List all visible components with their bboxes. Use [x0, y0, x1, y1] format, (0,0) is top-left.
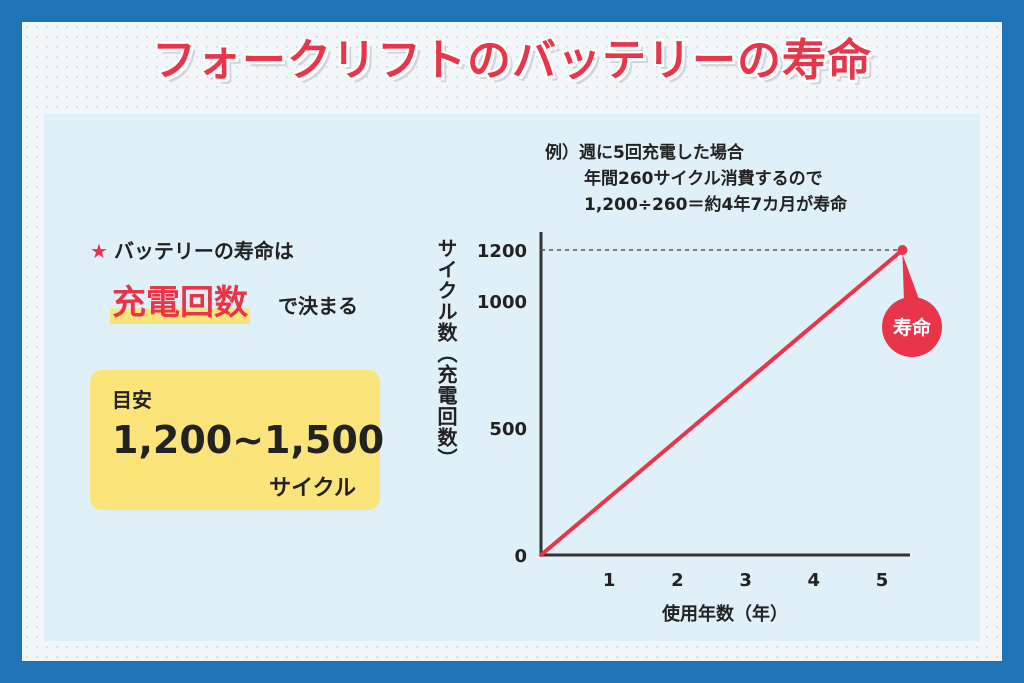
lifespan-badge-label: 寿命: [893, 316, 932, 339]
x-axis-label: 使用年数（年）: [661, 603, 788, 625]
star-icon: ★: [90, 239, 108, 263]
y-tick-label: 0: [514, 546, 527, 567]
lifespan-badge: [882, 297, 942, 357]
x-tick-label: 4: [808, 570, 821, 591]
point-line: ★ バッテリーの寿命は: [90, 235, 294, 264]
keyword-highlight: 充電回数: [110, 275, 250, 324]
series-end-point: [897, 245, 908, 255]
example-note-line3: 1,200÷260＝約4年7カ月が寿命: [584, 195, 848, 215]
guide-range: 1,200~1,500: [112, 418, 385, 462]
x-tick-label: 3: [739, 570, 752, 591]
x-tick-label: 1: [603, 570, 616, 591]
x-tick-label: 2: [671, 570, 684, 591]
y-tick-label: 1200: [477, 241, 527, 262]
guide-unit: サイクル: [269, 476, 356, 501]
guide-box: 目安 1,200~1,500 サイクル: [90, 370, 384, 510]
series-line: [539, 248, 905, 557]
guide-label: 目安: [112, 388, 152, 412]
keyword-suffix: で決まる: [278, 294, 358, 318]
y-tick-label: 500: [489, 419, 527, 440]
x-tick-label: 5: [876, 570, 889, 591]
example-note-line1: 例）週に5回充電した場合: [545, 143, 744, 163]
badge-pointer: [902, 254, 920, 302]
point-text: バッテリーの寿命は: [113, 239, 294, 263]
y-tick-label: 1000: [477, 292, 527, 313]
page-title: フォークリフトのバッテリーの寿命: [152, 35, 872, 86]
example-note-line2: 年間260サイクル消費するので: [584, 169, 823, 189]
y-axis-label: サイクル数（充電回数）: [434, 238, 458, 469]
